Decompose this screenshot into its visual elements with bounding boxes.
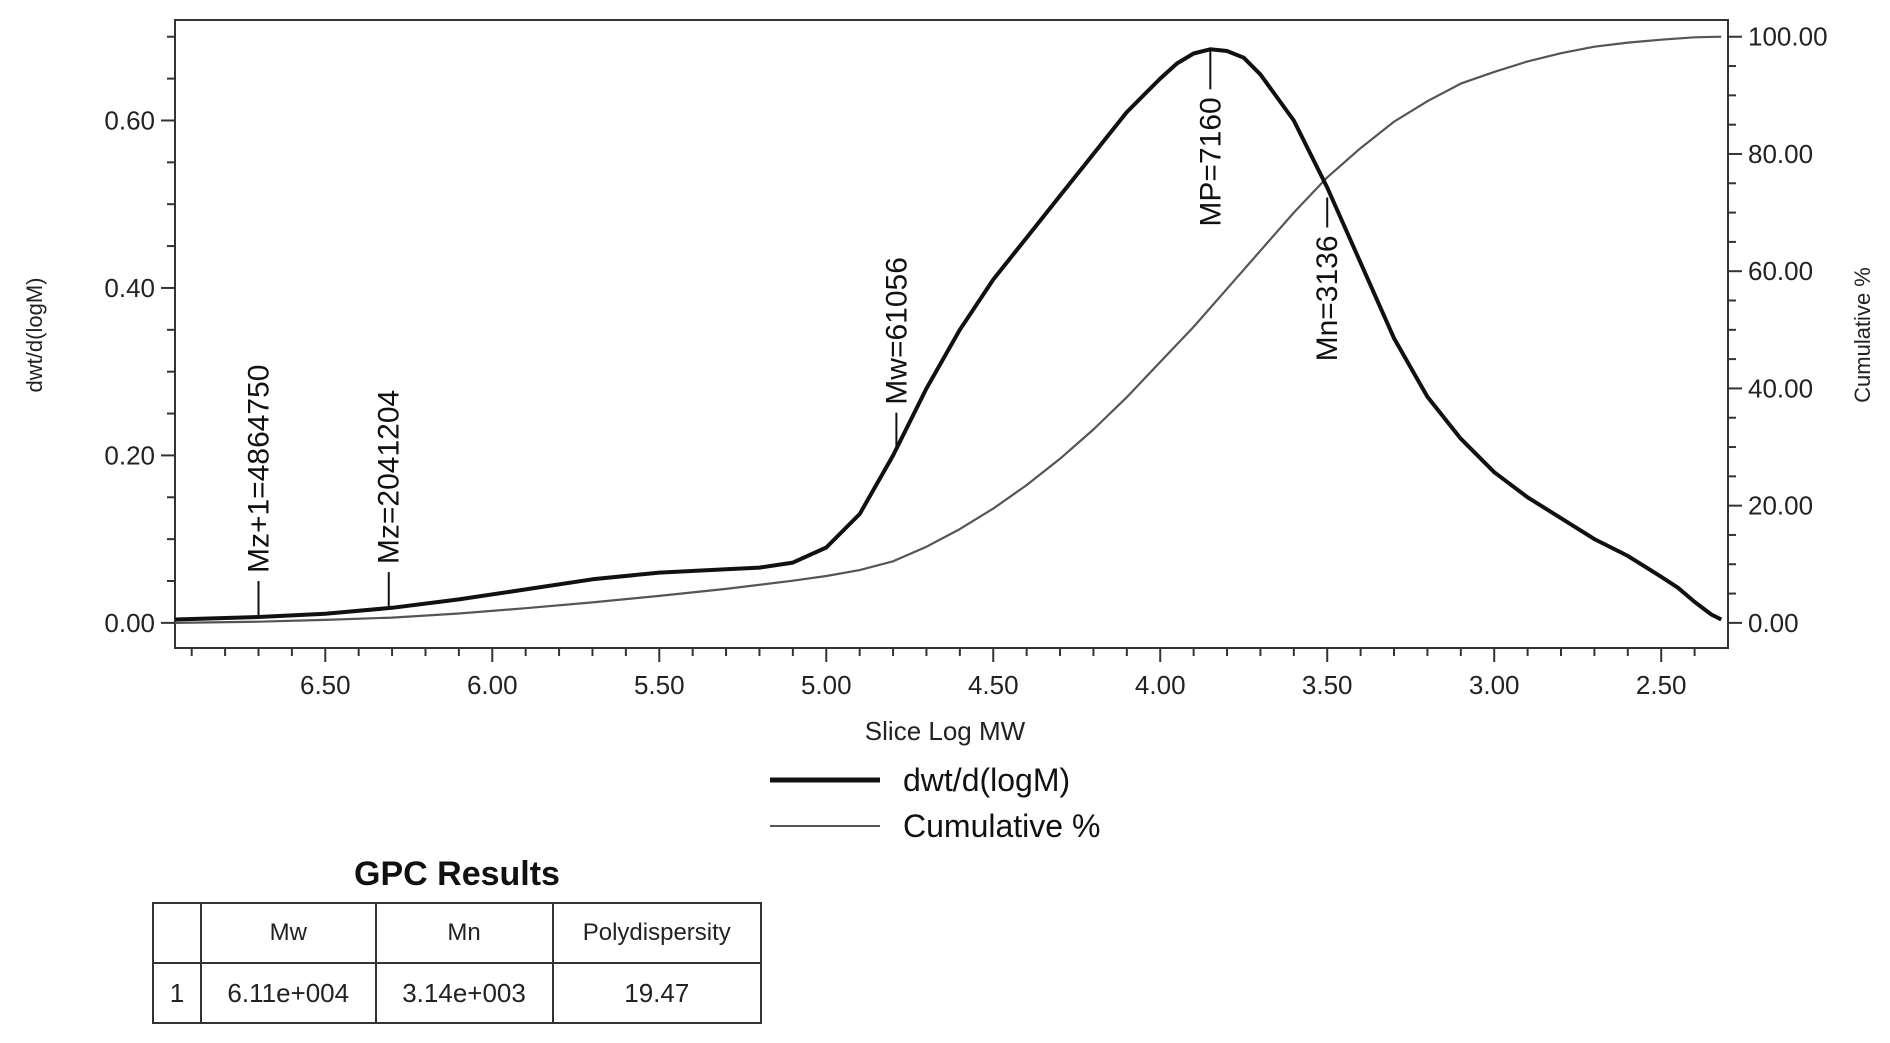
annotation-label: Mw=61056 bbox=[880, 257, 913, 405]
x-tick-label: 4.50 bbox=[968, 670, 1019, 700]
table-header-row: Mw Mn Polydispersity bbox=[152, 902, 763, 964]
gpc-results-panel: GPC Results Mw Mn Polydispersity 1 6.11e… bbox=[152, 855, 763, 1024]
y2-tick-label: 100.00 bbox=[1748, 22, 1828, 52]
y2-tick-label: 20.00 bbox=[1748, 491, 1813, 521]
gpc-results-table: Mw Mn Polydispersity 1 6.11e+004 3.14e+0… bbox=[152, 902, 763, 1024]
plot-area-border bbox=[174, 19, 1729, 649]
gpc-results-title: GPC Results bbox=[354, 855, 560, 893]
table-cell: 6.11e+004 bbox=[200, 962, 377, 1024]
y2-tick-label: 40.00 bbox=[1748, 373, 1813, 403]
x-tick-label: 3.50 bbox=[1302, 670, 1353, 700]
x-tick-label: 6.00 bbox=[467, 670, 518, 700]
plot-frame bbox=[174, 19, 1729, 649]
y-tick-label: 0.60 bbox=[104, 105, 155, 135]
series-line-dwt bbox=[174, 47, 1723, 622]
x-tick-label: 6.50 bbox=[300, 670, 351, 700]
y-axis-title: dwt/d(logM) bbox=[22, 278, 47, 393]
legend-label-dwt: dwt/d(logM) bbox=[903, 762, 1070, 798]
table-header-cell bbox=[152, 902, 202, 964]
y-tick-label: 0.40 bbox=[104, 273, 155, 303]
annotation-label: Mz+1=4864750 bbox=[242, 365, 275, 574]
x-tick-label: 2.50 bbox=[1636, 670, 1687, 700]
x-tick-label: 5.50 bbox=[634, 670, 685, 700]
table-row: 1 6.11e+004 3.14e+003 19.47 bbox=[152, 962, 763, 1024]
table-header-cell: Mn bbox=[374, 902, 554, 964]
table-cell: 1 bbox=[152, 962, 202, 1024]
legend: dwt/d(logM) Cumulative % bbox=[770, 762, 1100, 844]
y-axis-left: 0.00 0.20 0.40 0.60 bbox=[104, 35, 175, 638]
x-tick-label: 5.00 bbox=[801, 670, 852, 700]
table-header-cell: Polydispersity bbox=[551, 902, 763, 964]
annotation-label: Mn=3136 bbox=[1311, 235, 1344, 361]
table-cell: 3.14e+003 bbox=[374, 962, 554, 1024]
x-axis-title: Slice Log MW bbox=[865, 716, 1026, 746]
y2-axis-title: Cumulative % bbox=[1850, 267, 1875, 403]
x-tick-label: 3.00 bbox=[1469, 670, 1520, 700]
y-axis-right: 0.00 20.00 40.00 60.00 80.00 100.00 bbox=[1728, 22, 1828, 638]
y-tick-label: 0.00 bbox=[104, 608, 155, 638]
series-line-cumulative bbox=[174, 35, 1722, 624]
y2-tick-label: 80.00 bbox=[1748, 139, 1813, 169]
table-cell: 19.47 bbox=[551, 962, 763, 1024]
y2-tick-label: 60.00 bbox=[1748, 256, 1813, 286]
series-layer bbox=[174, 35, 1723, 624]
gpc-chart: 6.50 6.00 5.50 5.00 4.50 4.00 3.50 3.00 2.50 0.0… bbox=[22, 19, 1875, 844]
x-axis: 6.50 6.00 5.50 5.00 4.50 4.00 3.50 3.00 2.50 bbox=[190, 648, 1696, 700]
legend-label-cumulative: Cumulative % bbox=[903, 808, 1100, 844]
x-tick-label: 4.00 bbox=[1135, 670, 1186, 700]
table-header-cell: Mw bbox=[200, 902, 377, 964]
y-tick-label: 0.20 bbox=[104, 440, 155, 470]
annotation-layer: Mz+1=4864750 Mz=2041204 Mw=61056 MP=7160 Mn=… bbox=[242, 49, 1344, 616]
y2-tick-label: 0.00 bbox=[1748, 608, 1799, 638]
annotation-label: Mz=2041204 bbox=[373, 390, 406, 564]
annotation-label: MP=7160 bbox=[1194, 97, 1227, 226]
